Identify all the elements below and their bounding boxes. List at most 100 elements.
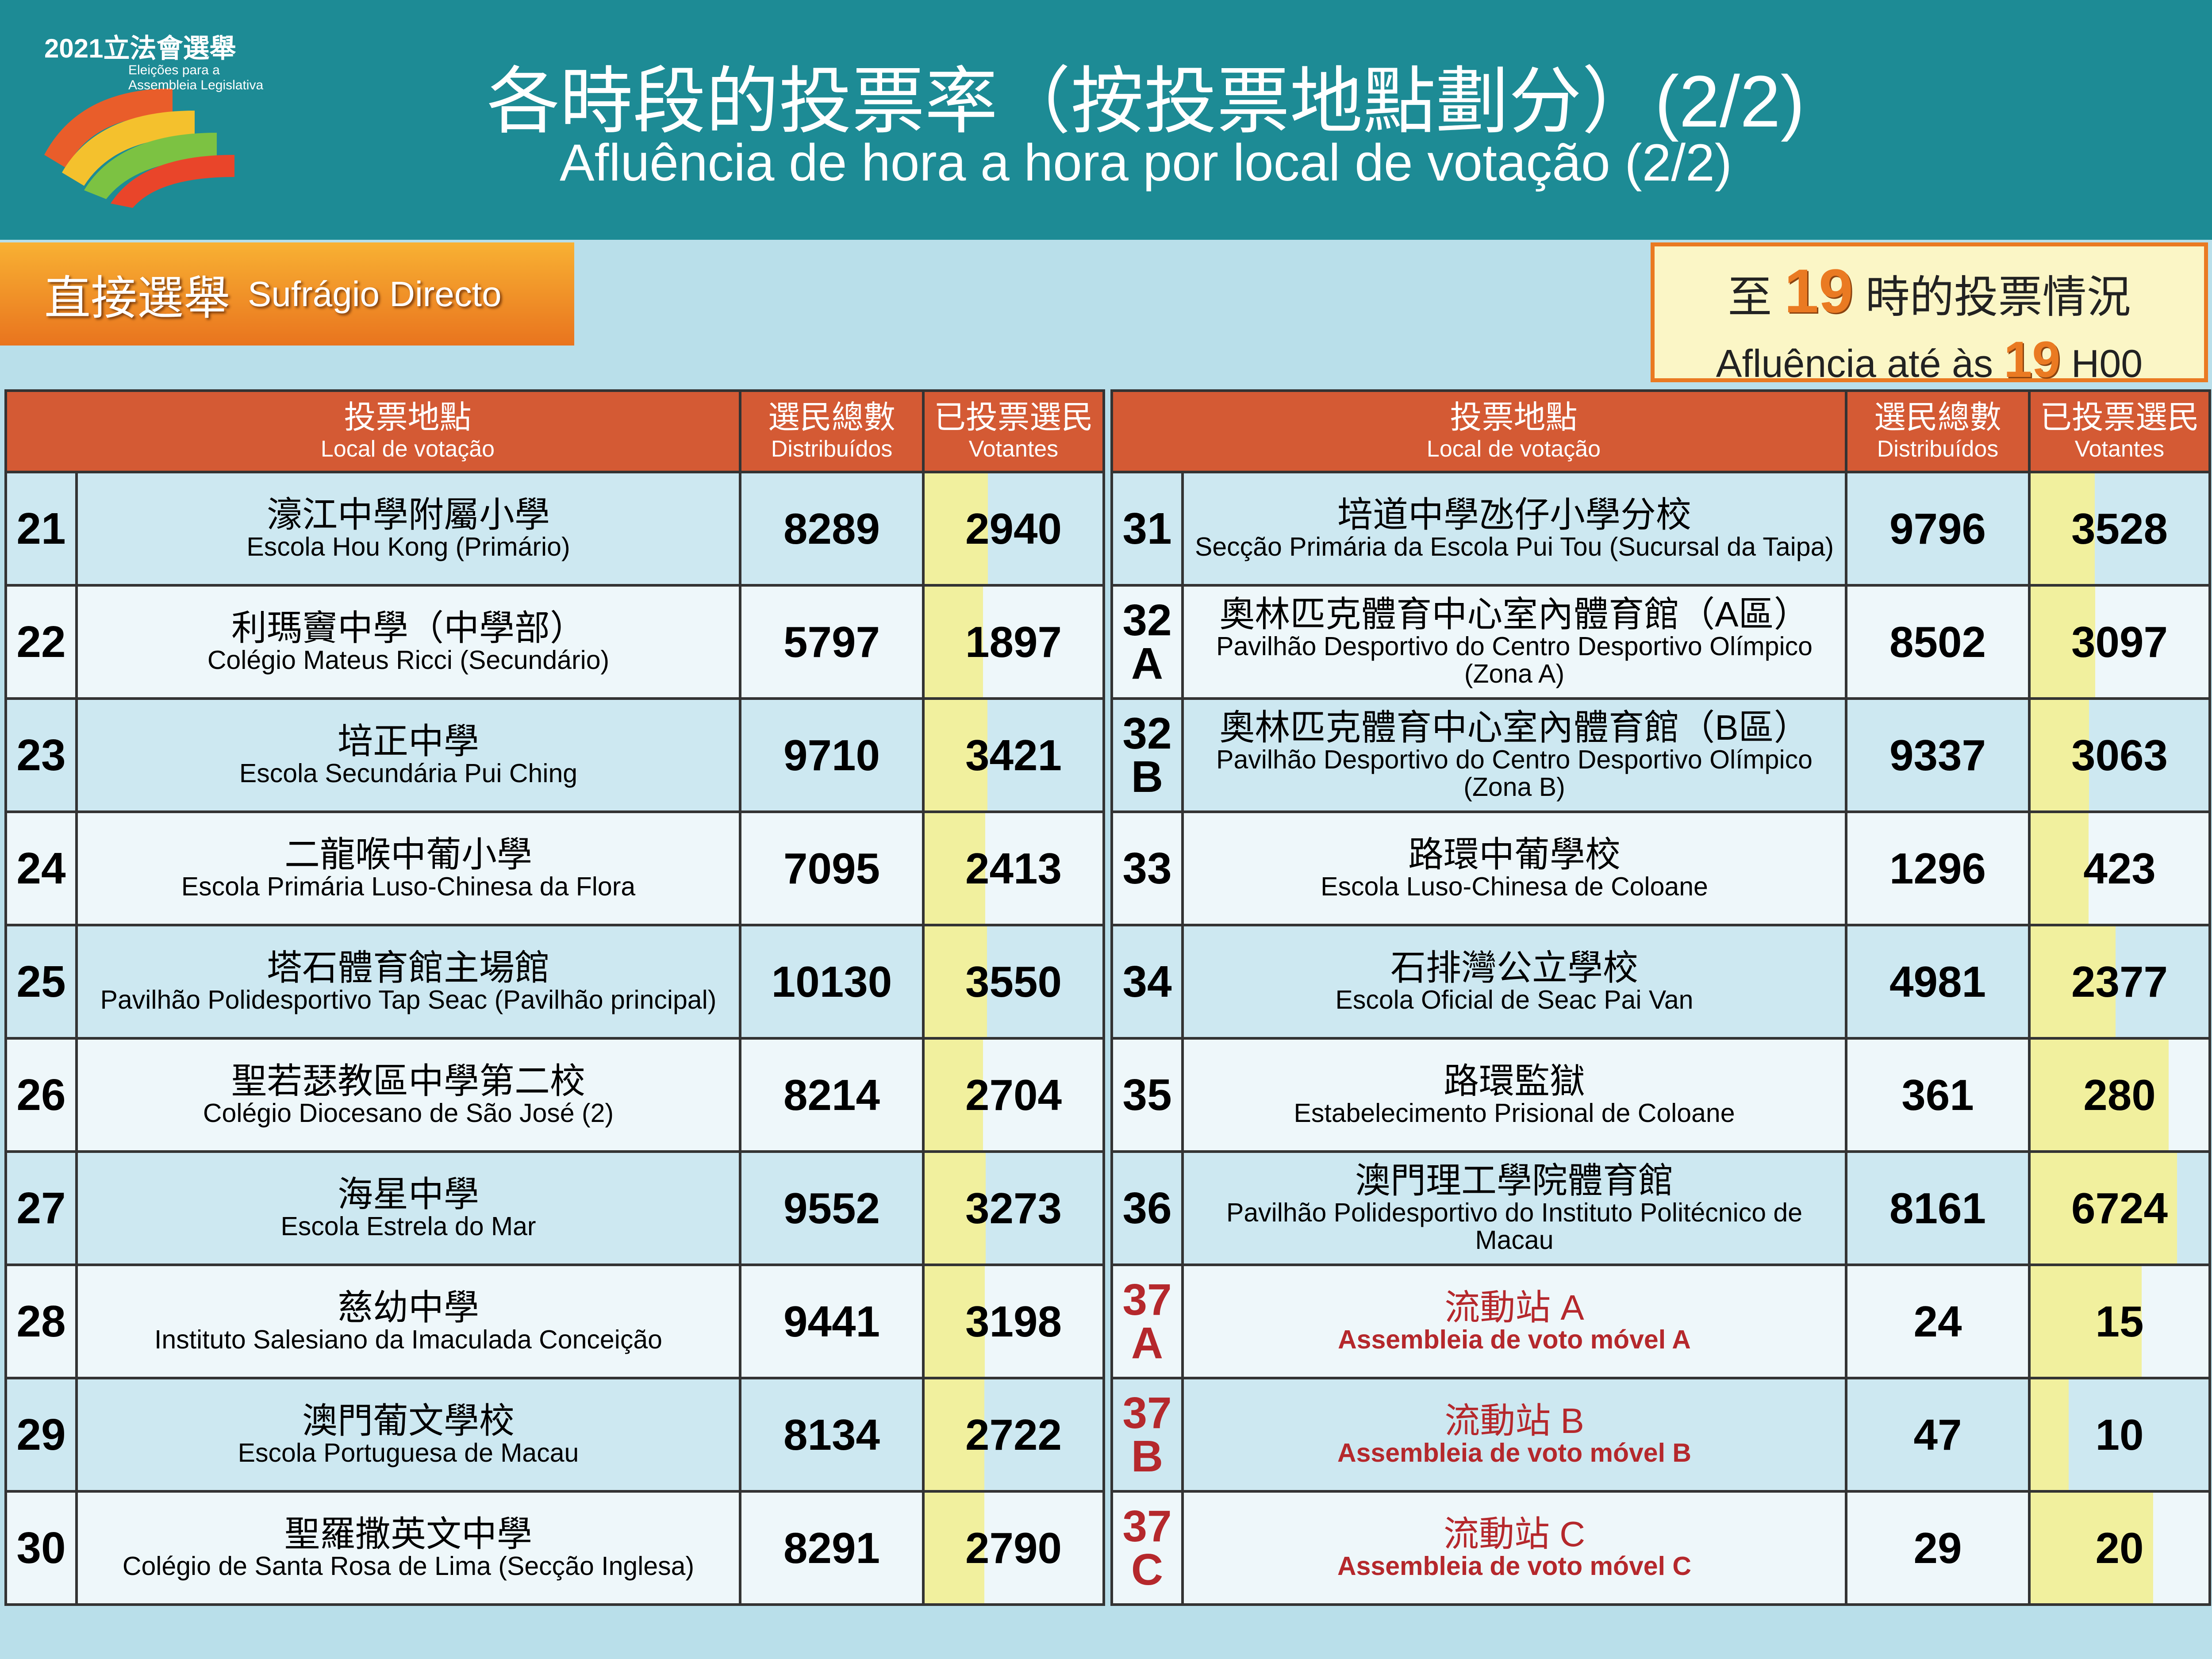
name-pt: Escola Portuguesa de Macau [238,1438,579,1468]
row-id: 22 [4,584,78,700]
voters: 20 [2095,1523,2144,1572]
header-cell: 已投票選民 Votantes [2028,389,2211,473]
turnout-bar [926,475,988,583]
row: 25 塔石體育館主場館 Pavilhão Polidesportivo Tap Se… [4,924,1105,1040]
row-id: 37 C [1110,1490,1184,1606]
name-cell: 奧林匹克體育中心室內體育館（A區） Pavilhão Desportivo do … [1181,584,1847,700]
row: 23 培正中學 Escola Secundária Pui Ching 9710 342… [4,697,1105,813]
header-cell: 選民總數 Distribuídos [1845,389,2031,473]
vote-table: 投票地點 Local de votação 選民總數 Distribuídos 已投票選… [1110,389,2211,1606]
voters-cell: 2704 [922,1037,1105,1153]
turnout-bar [926,928,987,1036]
turnout-bar [2032,1494,2154,1602]
name-pt: Escola Luso-Chinesa de Coloane [1321,872,1708,902]
row-id: 33 [1110,810,1184,926]
name-pt: Escola Primária Luso-Chinesa da Flora [181,872,636,902]
distributed: 7095 [739,810,925,926]
row: 31 培道中學氹仔小學分校 Secção Primária da Escola Pu… [1110,471,2211,587]
name-cell: 慈幼中學 Instituto Salesiano da Imaculada Con… [75,1263,741,1379]
row: 29 澳門葡文學校 Escola Portuguesa de Macau 8134 27… [4,1377,1105,1493]
voters: 2377 [2071,957,2168,1006]
header-row: 投票地點 Local de votação 選民總數 Distribuídos 已投票選… [1110,389,2211,473]
header-zh: 已投票選民 [933,400,1093,436]
row-id: 25 [4,924,78,1040]
voters: 3528 [2071,504,2168,553]
distributed: 9710 [739,697,925,813]
name-pt: Colégio Diocesano de São José (2) [203,1098,614,1128]
turnout-bar [2032,1041,2169,1149]
name-cell: 海星中學 Escola Estrela do Mar [75,1150,741,1266]
turnout-bar [926,1267,985,1375]
distributed: 8291 [739,1490,925,1606]
distributed: 9441 [739,1263,925,1379]
voters: 280 [2083,1070,2156,1119]
row-id: 32 A [1110,584,1184,700]
section-pt: Sufrágio Directo [248,274,502,314]
name-zh: 海星中學 [338,1175,479,1214]
header-cell [1110,389,1183,473]
name-pt: Escola Hou Kong (Primário) [246,532,570,562]
turnout-bar [926,701,987,809]
name-zh: 塔石體育館主場館 [267,948,550,988]
name-zh: 奧林匹克體育中心室內體育館（A區） [1219,595,1809,634]
voters: 3063 [2071,730,2168,780]
voters-cell: 1897 [922,584,1105,700]
voters-cell: 2722 [922,1377,1105,1493]
turnout-bar [926,814,985,922]
row-id: 34 [1110,924,1184,1040]
row-id: 24 [4,810,78,926]
turnout-bar [926,1154,986,1262]
status-zh: 至 19 時的投票情況 [1655,255,2204,327]
row-id: 21 [4,471,78,587]
voters-cell: 423 [2028,810,2211,926]
name-cell: 濠江中學附屬小學 Escola Hou Kong (Primário) [75,471,741,587]
header-zh: 投票地點 [344,400,472,436]
row-id: 37 B [1110,1377,1184,1493]
voters: 10 [2095,1410,2144,1459]
row-id: 27 [4,1150,78,1266]
name-pt: Escola Estrela do Mar [280,1212,536,1241]
voters-cell: 3198 [922,1263,1105,1379]
name-pt: Pavilhão Desportivo do Centro Desportivo… [1216,632,1813,688]
voters: 2704 [965,1070,1062,1119]
distributed: 8161 [1845,1150,2031,1266]
name-zh: 聖羅撒英文中學 [284,1514,532,1554]
name-zh: 奧林匹克體育中心室內體育館（B區） [1219,708,1809,748]
distributed: 1296 [1845,810,2031,926]
row-id: 29 [4,1377,78,1493]
text: 至 [1728,273,1772,322]
voters: 6724 [2071,1183,2168,1233]
voters: 2790 [965,1523,1062,1572]
voters-cell: 20 [2028,1490,2211,1606]
name-cell: 流動站 B Assembleia de voto móvel B [1181,1377,1847,1493]
voters-cell: 3421 [922,697,1105,813]
name-pt: Assembleia de voto móvel A [1338,1325,1691,1355]
name-zh: 慈幼中學 [338,1288,479,1328]
section-label: 直接選舉 Sufrágio Directo [0,242,574,346]
name-zh: 二龍喉中葡小學 [284,835,532,875]
name-zh: 路環中葡學校 [1408,835,1621,875]
row: 34 石排灣公立學校 Escola Oficial de Seac Pai Van 4… [1110,924,2211,1040]
distributed: 29 [1845,1490,2031,1606]
name-zh: 培正中學 [338,722,479,761]
title: 各時段的投票率（按投票地點劃分）(2/2) [487,61,1805,142]
header: 2021立法會選舉 Eleições para a Assembleia Leg… [0,0,2212,240]
voters-cell: 2790 [922,1490,1105,1606]
header-zh: 選民總數 [1874,400,2001,436]
voters-cell: 2940 [922,471,1105,587]
row-id: 32 B [1110,697,1184,813]
name-cell: 澳門葡文學校 Escola Portuguesa de Macau [75,1377,741,1493]
voters-cell: 2413 [922,810,1105,926]
name-pt: Instituto Salesiano da Imaculada Conceiç… [154,1325,662,1355]
voters-cell: 280 [2028,1037,2211,1153]
row: 33 路環中葡學校 Escola Luso-Chinesa de Coloane 12… [1110,810,2211,926]
row: 26 聖若瑟教區中學第二校 Colégio Diocesano de São Jos… [4,1037,1105,1153]
name-cell: 培道中學氹仔小學分校 Secção Primária da Escola Pui … [1181,471,1847,587]
row-id: 28 [4,1263,78,1379]
header-pt: Distribuídos [771,436,893,462]
voters: 1897 [965,617,1062,666]
voters: 2940 [965,504,1062,553]
logo-line: Eleições para a [128,63,220,77]
distributed: 8502 [1845,584,2031,700]
header-pt: Local de votação [1426,436,1601,462]
